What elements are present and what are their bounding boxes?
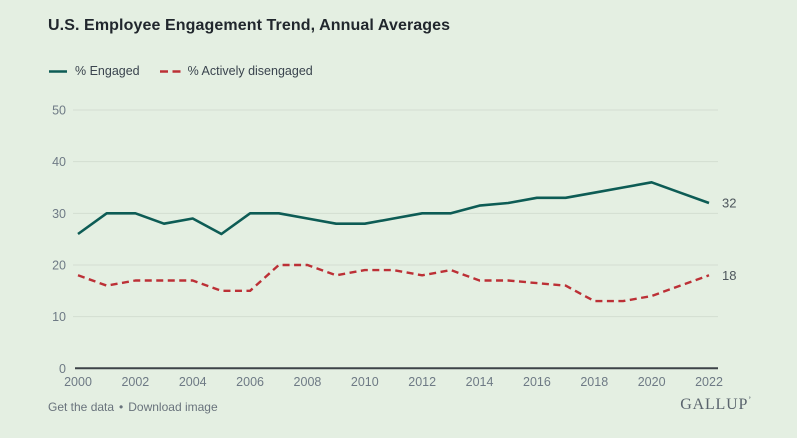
x-tick-label: 2006 [236,375,264,389]
footer-links: Get the data • Download image [48,400,218,414]
x-tick-label: 2016 [523,375,551,389]
get-the-data-link[interactable]: Get the data [48,400,115,414]
y-tick-label: 10 [52,310,66,324]
gallup-logo: GALLUP’ [680,396,752,414]
legend-item-disengaged: % Actively disengaged [159,64,313,78]
y-tick-label: 50 [52,104,66,118]
x-tick-label: 2014 [466,375,494,389]
y-tick-label: 30 [52,207,66,221]
x-tick-label: 2020 [638,375,666,389]
series-end-label: 32 [722,195,736,210]
x-tick-label: 2008 [294,375,322,389]
x-tick-label: 2012 [408,375,436,389]
x-tick-label: 2018 [580,375,608,389]
footer-separator: • [119,400,124,414]
series-end-label: 18 [722,268,736,283]
legend-label-engaged: % Engaged [75,64,140,78]
y-tick-label: 0 [59,362,66,376]
y-tick-label: 20 [52,258,66,272]
download-image-link[interactable]: Download image [128,400,218,414]
page-title: U.S. Employee Engagement Trend, Annual A… [48,17,451,34]
y-tick-label: 40 [52,155,66,169]
engaged-line-icon [49,69,67,73]
trademark-icon: ’ [748,395,752,405]
x-tick-label: 2022 [695,375,723,389]
legend-label-disengaged: % Actively disengaged [187,64,313,78]
engaged-line [77,181,710,236]
x-tick-label: 2002 [121,375,149,389]
gallup-wordmark: GALLUP [680,396,749,413]
x-tick-label: 2000 [64,375,92,389]
legend: % Engaged % Actively disengaged [48,64,313,78]
x-tick-label: 2004 [179,375,207,389]
x-tick-label: 2010 [351,375,379,389]
legend-item-engaged: % Engaged [48,64,140,78]
disengaged-line [77,263,710,303]
disengaged-dashed-line-icon [159,69,181,73]
